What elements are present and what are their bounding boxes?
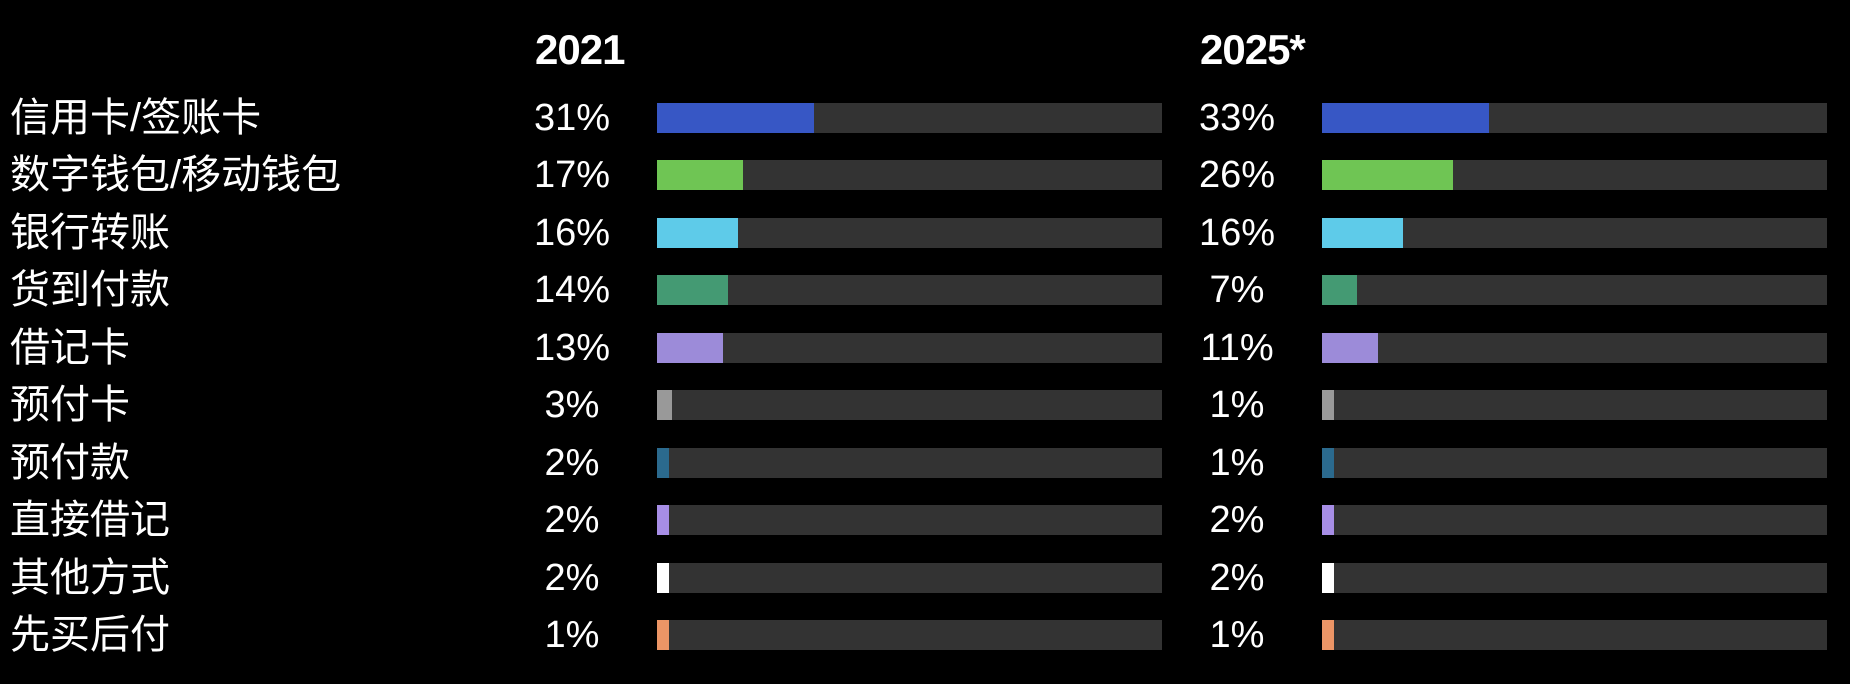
value-label-2021: 2% (544, 499, 600, 542)
category-row: 银行转账 16% 16% (0, 204, 1850, 262)
value-label-2025: 11% (1200, 326, 1274, 369)
value-label-2021: 3% (544, 384, 600, 427)
value-label-2025: 26% (1198, 154, 1276, 197)
bar-fill-2021 (657, 447, 669, 478)
value-label-2021: 14% (533, 269, 611, 312)
bar-fill-2025 (1322, 620, 1334, 651)
value-label-2025: 7% (1209, 269, 1265, 312)
value-label-2021: 2% (544, 556, 600, 599)
bar-fill-2021 (657, 505, 669, 536)
bar-track-2021 (657, 217, 1162, 248)
category-row: 其他方式 2% 2% (0, 549, 1850, 607)
bar-track-2021 (657, 447, 1162, 478)
category-row: 数字钱包/移动钱包 17% 26% (0, 147, 1850, 205)
value-label-2021: 31% (533, 96, 611, 139)
value-label-2025: 2% (1209, 499, 1265, 542)
bar-track-2021 (657, 275, 1162, 306)
value-label-2025: 1% (1209, 384, 1265, 427)
bar-track-2025 (1322, 390, 1827, 421)
bar-track-2021 (657, 562, 1162, 593)
category-label: 先买后付 (10, 613, 170, 658)
category-label: 预付卡 (10, 383, 130, 428)
bar-track-2021 (657, 102, 1162, 133)
category-row: 先买后付 1% 1% (0, 607, 1850, 665)
bar-track-2025 (1322, 562, 1827, 593)
category-row: 预付款 2% 1% (0, 434, 1850, 492)
bar-track-2025 (1322, 332, 1827, 363)
value-label-2025: 1% (1209, 441, 1265, 484)
bar-track-2021 (657, 620, 1162, 651)
bar-fill-2025 (1322, 102, 1489, 133)
category-label: 银行转账 (10, 210, 170, 255)
bar-track-2021 (657, 160, 1162, 191)
value-label-2021: 16% (533, 211, 611, 254)
bar-track-2025 (1322, 217, 1827, 248)
category-row: 货到付款 14% 7% (0, 262, 1850, 320)
bar-fill-2025 (1322, 332, 1378, 363)
bar-fill-2025 (1322, 562, 1334, 593)
value-label-2021: 13% (533, 326, 611, 369)
bar-track-2025 (1322, 275, 1827, 306)
value-label-2025: 1% (1209, 614, 1265, 657)
category-row: 信用卡/签账卡 31% 33% (0, 89, 1850, 147)
bar-track-2025 (1322, 505, 1827, 536)
category-label: 直接借记 (10, 498, 170, 543)
bar-fill-2021 (657, 390, 673, 421)
bar-fill-2025 (1322, 275, 1358, 306)
category-row: 预付卡 3% 1% (0, 377, 1850, 435)
category-row: 直接借记 2% 2% (0, 492, 1850, 550)
category-label: 其他方式 (10, 555, 170, 600)
bar-fill-2021 (657, 160, 743, 191)
bar-fill-2025 (1322, 505, 1334, 536)
value-label-2025: 2% (1209, 556, 1265, 599)
bar-fill-2025 (1322, 217, 1403, 248)
bar-fill-2021 (657, 102, 814, 133)
bar-fill-2021 (657, 620, 669, 651)
column-header-2021: 2021 (535, 26, 625, 73)
bar-track-2025 (1322, 447, 1827, 478)
category-label: 货到付款 (10, 268, 170, 313)
rows: 信用卡/签账卡 31% 33% 数字钱包/移动钱包 17% 26% 银行转账 1… (0, 89, 1850, 664)
category-label: 信用卡/签账卡 (10, 95, 262, 140)
bar-fill-2021 (657, 562, 669, 593)
column-headers: 2021 2025* (0, 0, 1850, 89)
value-label-2021: 2% (544, 441, 600, 484)
bar-fill-2025 (1322, 390, 1334, 421)
value-label-2021: 17% (533, 154, 611, 197)
value-label-2025: 16% (1198, 211, 1276, 254)
bar-track-2021 (657, 505, 1162, 536)
bar-fill-2021 (657, 275, 728, 306)
category-row: 借记卡 13% 11% (0, 319, 1850, 377)
bar-track-2025 (1322, 102, 1827, 133)
category-label: 数字钱包/移动钱包 (10, 153, 342, 198)
bar-track-2025 (1322, 620, 1827, 651)
bar-track-2025 (1322, 160, 1827, 191)
category-label: 预付款 (10, 440, 130, 485)
value-label-2025: 33% (1198, 96, 1276, 139)
value-label-2021: 1% (544, 614, 600, 657)
column-header-2025: 2025* (1200, 26, 1306, 73)
bar-fill-2025 (1322, 160, 1454, 191)
bar-fill-2025 (1322, 447, 1334, 478)
bar-fill-2021 (657, 332, 723, 363)
bar-track-2021 (657, 390, 1162, 421)
bar-fill-2021 (657, 217, 738, 248)
bar-track-2021 (657, 332, 1162, 363)
category-label: 借记卡 (10, 325, 130, 370)
